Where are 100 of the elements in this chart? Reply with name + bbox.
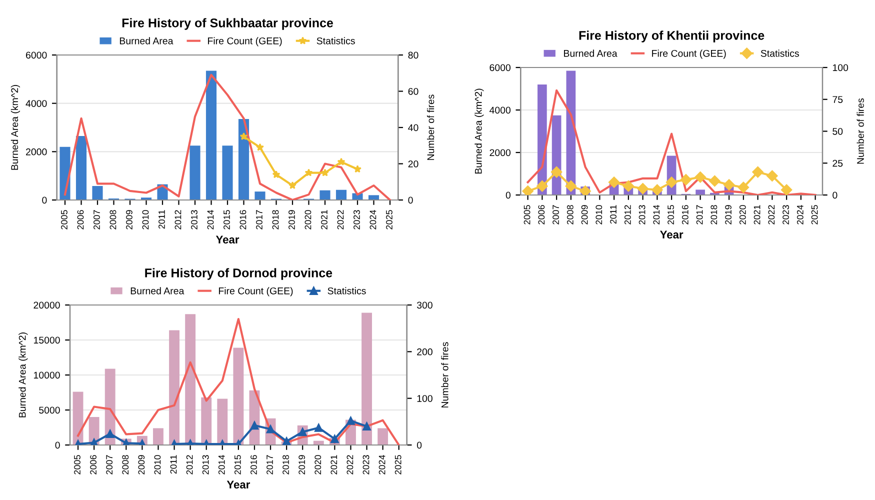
- chart-title: Fire History of Khentii province: [579, 30, 764, 42]
- y2-tick-label: 200: [417, 348, 432, 356]
- point: [752, 166, 764, 178]
- bar: [92, 186, 103, 200]
- y-tick-label: 6000: [26, 52, 47, 59]
- x-tick-label: 2023: [362, 455, 370, 474]
- y-tick-label: 4000: [490, 106, 511, 114]
- point: [565, 180, 577, 192]
- line-series: [64, 74, 392, 200]
- point: [652, 184, 663, 195]
- x-tick-label: 2011: [610, 205, 616, 224]
- point: [337, 158, 346, 166]
- point: [304, 168, 313, 176]
- x-tick-label: 2025: [811, 205, 818, 224]
- y-tick-label: 4000: [26, 100, 47, 107]
- bar: [190, 146, 200, 200]
- y2-tick-label: 100: [832, 64, 848, 72]
- x-tick-label: 2008: [110, 210, 116, 230]
- bar: [378, 428, 388, 445]
- x-tick-label: 2008: [566, 205, 574, 224]
- bar: [233, 348, 244, 445]
- y2-tick-label: 20: [408, 160, 418, 168]
- point: [550, 166, 562, 178]
- x-tick-label: 2009: [138, 455, 145, 474]
- x-tick-label: 2024: [378, 454, 386, 474]
- y2-tick-label: 80: [408, 52, 418, 59]
- x-tick-label: 2007: [552, 205, 559, 224]
- x-tick-label: 2013: [638, 205, 646, 224]
- x-tick-label: 2008: [122, 455, 129, 474]
- x-tick-label: 2009: [126, 210, 132, 230]
- x-tick-label: 2013: [191, 210, 198, 230]
- y-tick-label: 2000: [490, 149, 511, 156]
- y-tick-label: 10000: [34, 372, 60, 379]
- x-tick-label: 2014: [207, 210, 214, 230]
- x-tick-label: 2022: [768, 205, 775, 224]
- y-tick-label: 0: [55, 442, 60, 449]
- y-tick-label: 6000: [490, 64, 511, 72]
- bar: [696, 190, 705, 195]
- x-tick-label: 2015: [234, 455, 241, 474]
- legend-label: Burned Area: [120, 37, 174, 44]
- x-tick-label: 2011: [170, 455, 177, 474]
- x-tick-label: 2021: [754, 205, 760, 224]
- bar: [217, 398, 228, 445]
- bar: [206, 70, 217, 200]
- y2-tick-label: 50: [832, 128, 843, 135]
- x-axis-title: Year: [226, 480, 250, 489]
- point: [522, 186, 534, 195]
- y-axis-title: Burned Area (km^2): [10, 85, 20, 170]
- y2-tick-label: 25: [832, 160, 843, 167]
- x-tick-label: 2006: [77, 210, 84, 230]
- y2-tick-label: 75: [832, 96, 843, 103]
- y-tick-label: 20000: [34, 302, 60, 309]
- x-tick-label: 2018: [272, 210, 279, 230]
- x-tick-label: 2016: [240, 210, 246, 230]
- point: [766, 170, 778, 182]
- x-tick-label: 2016: [250, 455, 257, 474]
- y-axis-title: Burned Area (km^2): [18, 332, 28, 418]
- y2-axis-title: Number of fires: [441, 342, 448, 408]
- point: [240, 132, 248, 140]
- y2-tick-label: 0: [832, 192, 838, 199]
- point: [288, 181, 296, 190]
- bar: [254, 192, 266, 200]
- x-tick-label: 2017: [256, 210, 262, 230]
- x-tick-label: 2010: [154, 455, 161, 474]
- y2-tick-label: 40: [408, 124, 418, 132]
- y-tick-label: 0: [506, 192, 511, 199]
- x-tick-label: 2009: [581, 205, 588, 224]
- x-axis-title: Year: [660, 230, 684, 239]
- x-tick-label: 2015: [668, 205, 674, 224]
- point: [680, 174, 692, 186]
- line-series: [526, 89, 816, 195]
- y-tick-label: 15000: [34, 336, 60, 344]
- bar: [362, 312, 372, 445]
- y2-tick-label: 0: [408, 196, 413, 204]
- x-tick-label: 2006: [90, 455, 96, 474]
- legend-label: Statistics: [328, 287, 366, 294]
- y2-tick-label: 60: [408, 88, 418, 95]
- y2-axis-title: Number of fires: [426, 94, 434, 160]
- x-tick-label: 2023: [782, 205, 789, 224]
- x-tick-label: 2006: [538, 205, 545, 224]
- point: [272, 170, 280, 178]
- y-tick-label: 5000: [39, 406, 60, 414]
- point: [354, 165, 362, 173]
- y2-tick-label: 300: [416, 302, 432, 309]
- line-series: [76, 318, 400, 445]
- x-tick-label: 2014: [218, 454, 225, 474]
- x-tick-label: 2016: [682, 205, 688, 224]
- x-tick-label: 2005: [74, 455, 80, 474]
- x-tick-label: 2015: [224, 210, 230, 230]
- x-tick-label: 2022: [346, 455, 354, 474]
- legend-label: Burned Area: [130, 287, 184, 294]
- x-tick-label: 2024: [370, 210, 376, 230]
- legend-label: Fire Count (GEE): [208, 37, 282, 46]
- point: [536, 180, 548, 192]
- x-tick-label: 2017: [696, 205, 703, 224]
- x-tick-label: 2018: [710, 205, 718, 224]
- x-tick-label: 2012: [174, 210, 182, 230]
- bar: [153, 428, 164, 445]
- x-tick-label: 2021: [321, 210, 328, 230]
- bar: [222, 146, 233, 200]
